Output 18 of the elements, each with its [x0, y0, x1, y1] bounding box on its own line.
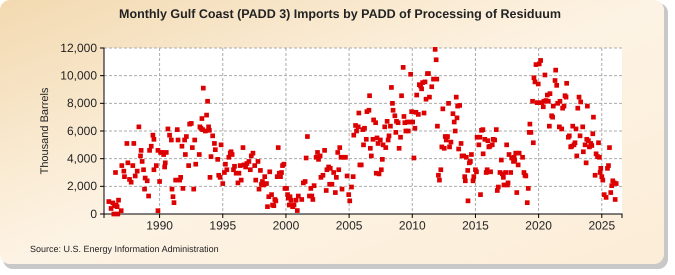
y-tick-label: 2,000 [66, 179, 98, 194]
x-tick-label: 2000 [272, 218, 300, 233]
x-tick-label: 2025 [588, 218, 616, 233]
x-tick-label: 1990 [146, 218, 174, 233]
y-tick-label: 12,000 [60, 40, 98, 55]
y-axis-title: Thousand Barrels [39, 87, 51, 174]
y-tick-label: 4,000 [66, 152, 98, 166]
y-tick-label: 8,000 [66, 96, 98, 110]
x-tick-label: 2015 [462, 218, 490, 233]
x-tick-label: 2020 [525, 218, 552, 233]
y-tick-label: 6,000 [66, 124, 98, 138]
x-tick-label: 2010 [398, 218, 426, 233]
chart-title: Monthly Gulf Coast (PADD 3) Imports by PADD of Processing of Residuum [119, 7, 561, 21]
y-tick-label: 10,000 [60, 68, 98, 83]
y-tick-label: 0 [90, 206, 98, 221]
x-tick-label: 2005 [336, 218, 363, 233]
x-tick-label: 1995 [209, 218, 236, 233]
source-note: Source: U.S. Energy Information Administration [30, 244, 219, 254]
